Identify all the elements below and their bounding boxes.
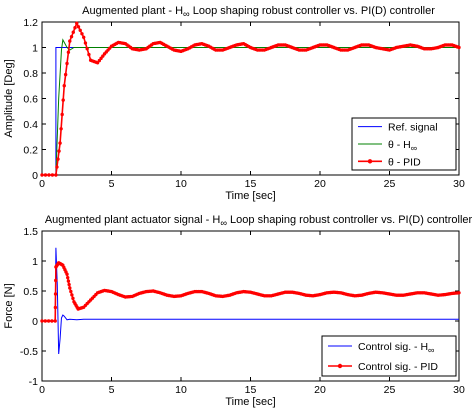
legend: Control sig. - H∞​ Control sig. - PID [321,335,457,377]
x-tick-label: 10 [175,384,187,396]
y-tick-label: 0 [32,170,38,182]
x-axis-label: Time [sec] [225,190,275,202]
data-point [70,293,74,297]
y-tick-label: 1.2 [23,17,38,29]
data-point [62,84,66,88]
data-point [54,278,58,283]
data-point [67,282,71,287]
data-point [46,319,51,323]
data-point [73,26,77,30]
data-point [65,272,69,276]
data-point [55,165,59,169]
chart-1: Augmented plant - H∞​ Loop shaping robus… [3,5,465,202]
data-point [40,319,44,323]
x-tick-label: 25 [384,178,396,190]
data-point [50,173,55,177]
x-tick-label: 30 [453,178,465,190]
data-point [80,32,84,36]
x-tick-label: 20 [314,178,326,190]
data-point [59,127,63,131]
data-point [69,34,74,39]
legend-label: θ - PID [388,156,421,168]
series-1 [42,247,459,355]
x-tick-label: 25 [384,384,396,396]
chart-2: Augmented plant actuator signal - H∞​ Lo… [3,214,473,408]
data-point [457,45,461,50]
data-point [75,21,79,25]
x-tick-label: 5 [109,178,115,190]
legend-label: θ - H∞​ [388,139,417,153]
data-point [53,305,58,310]
data-point [58,141,62,145]
data-point [87,52,91,57]
data-point [65,61,69,66]
legend: Ref. signal θ - H∞​ θ - PID [351,117,457,171]
series-line [42,247,459,355]
data-point [71,296,75,301]
chart-title: Augmented plant - H∞​ Loop shaping robus… [82,5,435,19]
data-point [43,319,48,323]
data-point [57,149,61,153]
series-2 [42,38,459,176]
data-point [66,50,71,54]
y-tick-label: -1 [29,376,38,388]
data-point [60,112,64,117]
series-3 [40,21,461,177]
data-point [43,173,48,177]
y-tick-label: 0.6 [23,94,38,106]
legend-marker [367,159,373,164]
data-point [40,173,44,177]
data-point [53,319,57,323]
data-point [63,72,68,77]
legend-box [321,335,457,377]
legend-marker [337,363,343,369]
y-axis-label: Amplitude [Deg] [3,59,15,137]
y-tick-label: 1 [32,43,38,55]
x-tick-label: 15 [245,178,257,190]
legend-label: Control sig. - H∞​ [358,341,434,355]
data-point [47,173,51,177]
series-line [42,38,459,176]
x-axis-label: Time [sec] [225,396,275,408]
x-tick-label: 15 [245,384,257,396]
data-point [68,39,72,43]
x-tick-label: 10 [175,178,187,190]
y-tick-label: 0.5 [23,286,38,298]
data-point [61,98,65,102]
legend-label: Ref. signal [388,122,438,134]
data-point [71,30,75,34]
data-point [83,41,88,45]
y-tick-label: 1 [32,256,38,268]
y-tick-label: 0 [32,316,38,328]
y-tick-label: 0.4 [23,119,38,131]
data-point [69,289,73,294]
y-axis-label: Force [N] [3,283,15,328]
chart-title: Augmented plant actuator signal - H∞​ Lo… [45,214,473,228]
data-point [76,25,81,29]
data-point [68,286,72,290]
y-tick-label: 1.5 [23,226,38,238]
x-tick-label: 20 [314,384,326,396]
x-tick-label: 0 [39,178,45,190]
data-point [66,279,71,283]
data-point [82,35,86,39]
y-tick-label: -0.5 [20,346,38,358]
data-point [66,275,70,280]
data-point [53,292,58,296]
y-tick-label: 0.8 [23,68,38,80]
y-tick-label: 0.2 [23,145,38,157]
data-point [54,173,58,177]
x-tick-label: 30 [453,384,465,396]
data-point [85,47,89,51]
x-tick-label: 5 [109,384,115,396]
series-2 [40,261,461,323]
legend-label: Control sig. - PID [358,361,438,373]
data-point [56,157,60,161]
x-tick-label: 0 [39,384,45,396]
data-point [78,28,82,32]
data-point [50,319,54,323]
data-point [457,291,461,295]
